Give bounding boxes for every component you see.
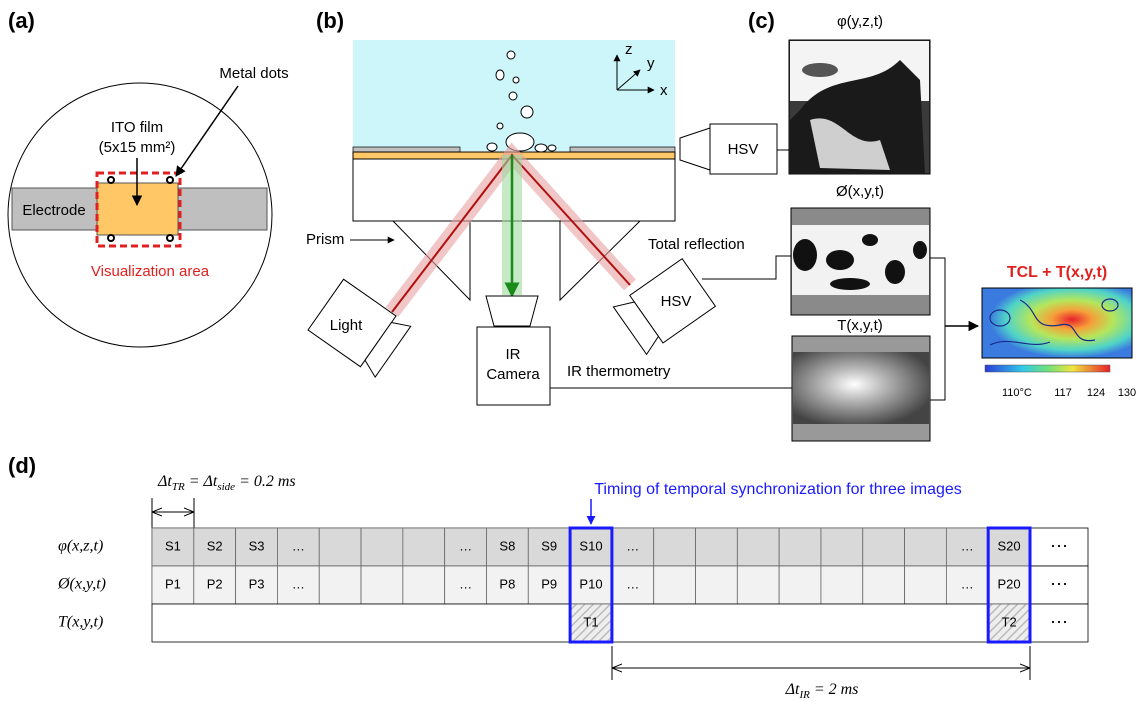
cell-label: … [292,538,305,553]
panel-label: (b) [316,8,344,33]
label: ITO film [111,119,163,136]
cell-label: … [961,538,974,553]
label: Camera [486,366,540,383]
frame-cell [779,528,821,566]
text: IR [798,689,810,701]
axis-label: x [660,82,668,99]
text: = Δt [185,473,218,490]
colorbar-label: 110°C [1002,387,1032,399]
frame-cell [696,566,738,604]
label: φ(y,z,t) [837,13,883,30]
cell-label: S10 [579,538,602,553]
frame-cell [737,528,779,566]
text: side [217,481,235,493]
cell-label: … [626,538,639,553]
cell-label: S1 [165,538,181,553]
cell-label: S2 [207,538,223,553]
label: TCL + T(x,y,t) [1007,264,1107,281]
label: Prism [306,231,344,248]
label: IR thermometry [567,363,671,380]
panel-d: ΔtTR = Δtside = 0.2 ms Timing of tempora… [57,473,1088,701]
frame-cell [361,566,403,604]
frame-cell [403,528,445,566]
panel-label: (c) [748,8,775,33]
label: Metal dots [219,65,288,82]
panel-label: (a) [8,8,35,33]
frame-cell [696,528,738,566]
frame-cell [737,566,779,604]
text: = 2 ms [810,681,859,698]
more-label: ⋯ [1050,536,1068,556]
figure: (a) (b) (c) (d) Electrode ITO film (5x15… [0,0,1142,701]
label: HSV [728,141,759,158]
cell-label: T1 [583,614,598,629]
frame-cell [319,566,361,604]
row-label: Ø(x,y,t) [57,576,106,593]
cell-label: S8 [499,538,515,553]
row-label: T(x,y,t) [58,614,103,631]
cell-label: … [626,576,639,591]
timeline-row [152,604,1088,642]
colorbar-label: 117 [1054,387,1072,399]
label: Visualization area [91,263,210,280]
axis-label: y [647,55,655,72]
cell-label: S20 [998,538,1021,553]
row-label: φ(x,z,t) [58,538,103,555]
frame-cell [361,528,403,566]
frame-cell [654,528,696,566]
cell-label: P2 [207,576,223,591]
panel-c: φ(y,z,t) Ø(x,y,t) T(x,y,t) TCL + T(x,y,t… [789,13,1136,441]
label: Ø(x,y,t) [836,183,884,200]
dt-ir-label: ΔtIR = 2 ms [785,681,859,701]
text: Δt [157,473,172,490]
frame-cell [654,566,696,604]
panel-label: (d) [8,453,36,478]
label: Total reflection [648,236,745,253]
frame-cell [905,566,947,604]
cell-label: P8 [499,576,515,591]
cell-label: P20 [998,576,1021,591]
label: Electrode [22,202,85,219]
frame-cell [821,528,863,566]
colorbar-label: 130 [1118,387,1136,399]
cell-label: … [961,576,974,591]
colorbar-label: 124 [1087,387,1105,399]
cell-label: P10 [579,576,602,591]
label: (5x15 mm²) [99,139,176,156]
panel-b: z y x HSV Prism Light HSV Total reflecti… [306,40,792,405]
frame-cell [863,528,905,566]
sync-note: Timing of temporal synchronization for t… [594,481,962,498]
text: = 0.2 ms [235,473,296,490]
label: T(x,y,t) [837,317,883,334]
cell-label: S3 [249,538,265,553]
frame-cell [403,566,445,604]
frame-cell [905,528,947,566]
cell-label: … [292,576,305,591]
cell-label: T2 [1002,614,1017,629]
panel-a: Electrode ITO film (5x15 mm²) Metal dots… [8,65,289,347]
frame-cell [863,566,905,604]
frame-cell [821,566,863,604]
dt-tr-label: ΔtTR = Δtside = 0.2 ms [157,473,296,493]
more-label: ⋯ [1050,612,1068,632]
colorbar [985,365,1110,372]
cell-label: S9 [541,538,557,553]
cell-label: … [459,576,472,591]
text: TR [172,481,185,493]
label: Light [330,317,363,334]
label: IR [506,346,521,363]
cell-label: P3 [249,576,265,591]
label: HSV [661,293,692,310]
frame-cell [319,528,361,566]
text: Δt [785,681,800,698]
axis-label: z [625,41,633,58]
cell-label: … [459,538,472,553]
cell-label: P1 [165,576,181,591]
more-label: ⋯ [1050,574,1068,594]
frame-cell [779,566,821,604]
cell-label: P9 [541,576,557,591]
